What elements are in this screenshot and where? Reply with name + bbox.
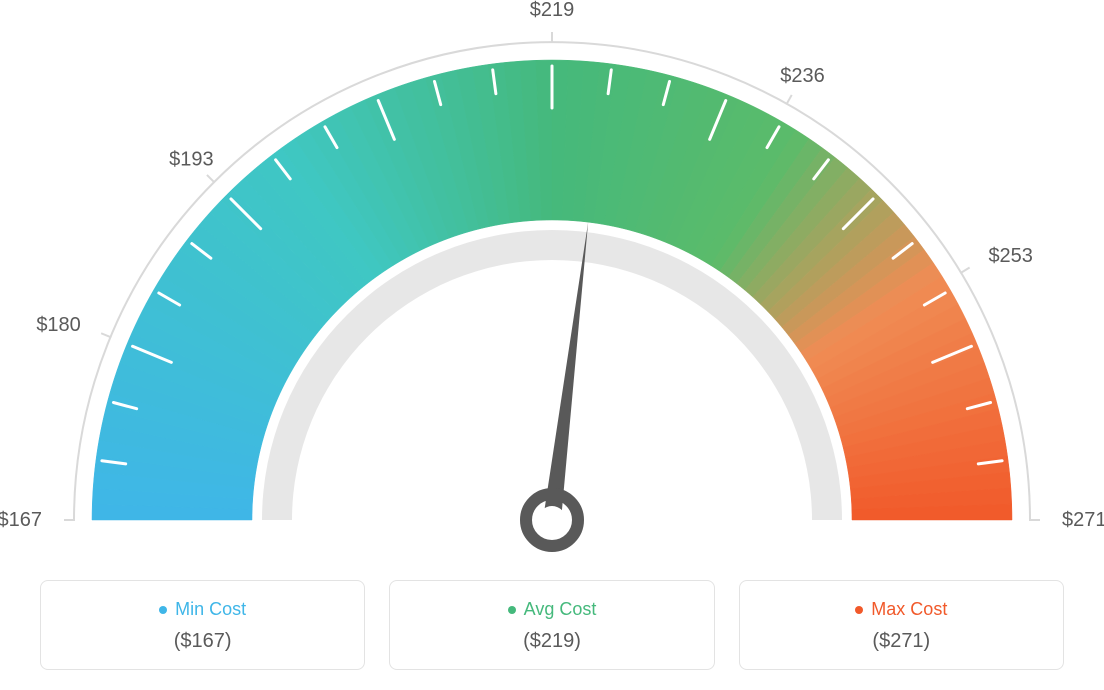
chart-container: $167 $180 $193 $219 $236 $253 $271 Min Cost ($… (0, 0, 1104, 690)
legend-value-max: ($271) (750, 630, 1053, 653)
legend-title-avg: Avg Cost (508, 599, 597, 620)
svg-text:$193: $193 (169, 148, 214, 170)
legend-dot-avg (508, 606, 516, 614)
gauge-chart: $167 $180 $193 $219 $236 $253 $271 (0, 0, 1104, 560)
svg-text:$180: $180 (36, 314, 81, 336)
legend-value-avg: ($219) (400, 630, 703, 653)
legend-title-max: Max Cost (855, 599, 947, 620)
svg-text:$253: $253 (988, 245, 1033, 267)
svg-text:$167: $167 (0, 509, 42, 531)
svg-text:$219: $219 (530, 0, 575, 21)
svg-text:$271: $271 (1062, 509, 1104, 531)
legend-card-max: Max Cost ($271) (739, 580, 1064, 670)
legend-dot-max (855, 606, 863, 614)
legend-dot-min (159, 606, 167, 614)
legend-label-avg: Avg Cost (524, 599, 597, 620)
legend-label-min: Min Cost (175, 599, 246, 620)
legend-card-min: Min Cost ($167) (40, 580, 365, 670)
legend-label-max: Max Cost (871, 599, 947, 620)
legend-value-min: ($167) (51, 630, 354, 653)
svg-text:$236: $236 (780, 65, 825, 87)
legend-row: Min Cost ($167) Avg Cost ($219) Max Cost… (40, 580, 1064, 670)
legend-card-avg: Avg Cost ($219) (389, 580, 714, 670)
legend-title-min: Min Cost (159, 599, 246, 620)
